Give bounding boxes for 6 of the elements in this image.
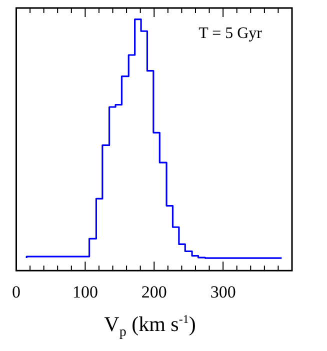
x-tick-label: 200 [141, 282, 167, 302]
x-tick-label: 100 [72, 282, 98, 302]
x-tick-label: 300 [210, 282, 236, 302]
annotation: T = 5 Gyr [198, 25, 263, 42]
x-axis-title: V$_{p}$ (km s$^{-1}$) [103, 312, 197, 342]
x-tick-label: 0 [12, 282, 20, 302]
